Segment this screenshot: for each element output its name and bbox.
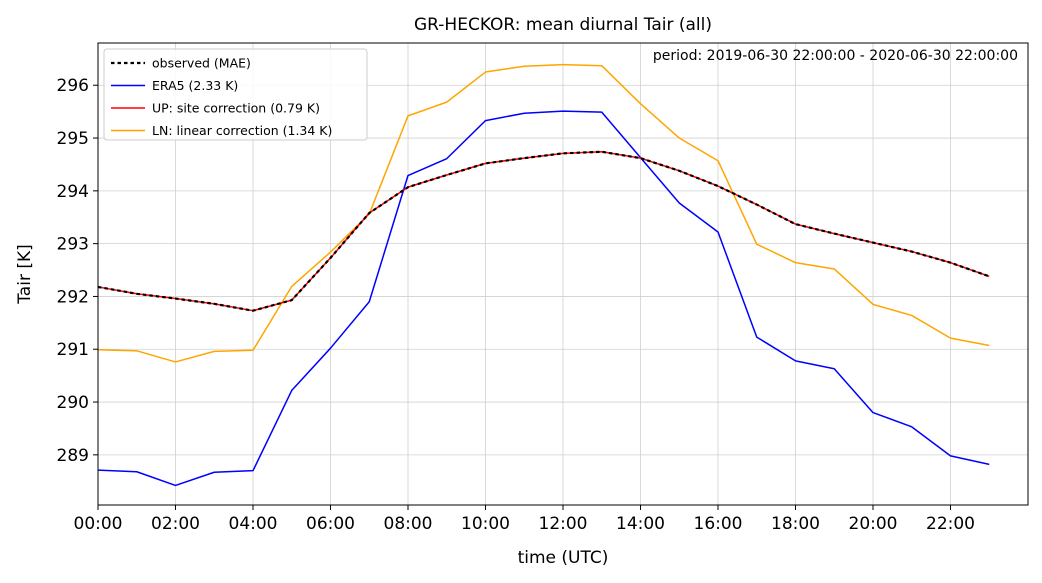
x-tick-label: 14:00 <box>616 514 665 534</box>
y-tick-label: 290 <box>57 393 89 413</box>
series-line-era5-2-33-k <box>97 110 990 487</box>
x-tick-label: 04:00 <box>229 514 278 534</box>
y-tick-label: 294 <box>57 182 89 202</box>
legend-label: observed (MAE) <box>152 56 251 71</box>
y-tick-label: 292 <box>57 287 89 307</box>
x-tick-label: 10:00 <box>461 514 510 534</box>
x-tick-label: 06:00 <box>306 514 355 534</box>
x-tick-label: 16:00 <box>694 514 743 534</box>
x-tick-label: 12:00 <box>539 514 588 534</box>
x-tick-label: 22:00 <box>926 514 975 534</box>
chart-title: GR-HECKOR: mean diurnal Tair (all) <box>414 15 712 35</box>
x-tick-label: 00:00 <box>74 514 123 534</box>
x-axis-label: time (UTC) <box>518 548 609 568</box>
period-annotation: period: 2019-06-30 22:00:00 - 2020-06-30… <box>653 48 1018 64</box>
legend-label: UP: site correction (0.79 K) <box>152 101 320 116</box>
x-tick-label: 08:00 <box>384 514 433 534</box>
x-tick-label: 02:00 <box>151 514 200 534</box>
series-line-observed-mae <box>97 150 990 312</box>
axis-ticks: 00:00 02:00 04:00 06:00 08:00 10:00 12:00 14:00… <box>57 76 975 534</box>
y-tick-label: 289 <box>57 446 89 466</box>
series-line-ln-linear-correction-1-34-k <box>97 63 990 363</box>
series-lines <box>97 63 990 487</box>
y-tick-label: 293 <box>57 235 89 255</box>
legend-label: ERA5 (2.33 K) <box>152 78 238 93</box>
y-tick-label: 295 <box>57 129 89 149</box>
legend-label: LN: linear correction (1.34 K) <box>152 123 332 138</box>
x-tick-label: 18:00 <box>771 514 820 534</box>
legend: observed (MAE) ERA5 (2.33 K) UP: site corr… <box>103 48 368 141</box>
x-tick-label: 20:00 <box>849 514 898 534</box>
y-axis-label: Tair [K] <box>15 244 35 305</box>
legend-box <box>103 48 368 141</box>
y-tick-label: 291 <box>57 340 89 360</box>
y-tick-label: 296 <box>57 76 89 96</box>
